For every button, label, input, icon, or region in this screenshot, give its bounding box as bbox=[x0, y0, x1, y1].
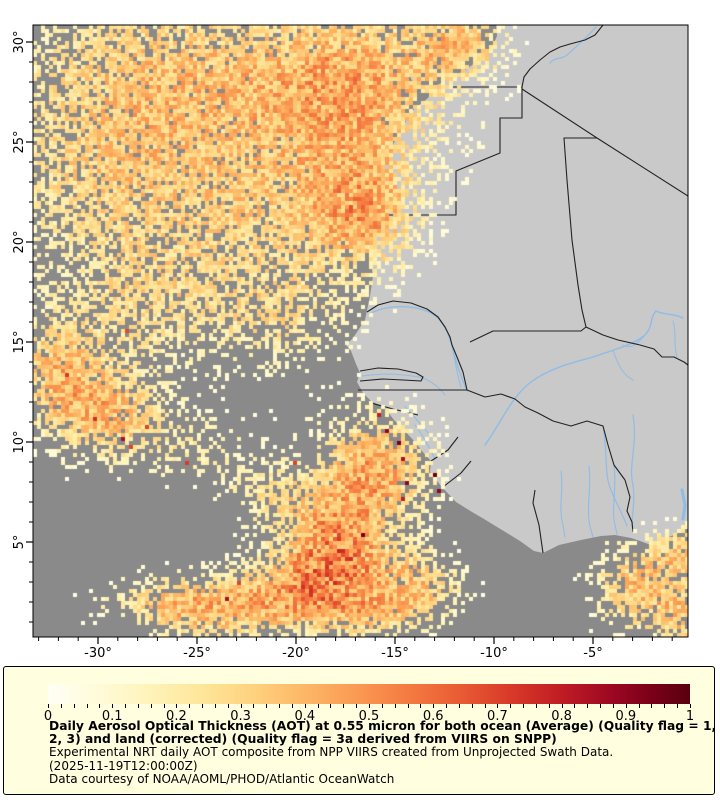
colorbar-tick bbox=[381, 704, 383, 708]
colorbar-tick bbox=[227, 704, 229, 708]
colorbar-tick bbox=[253, 704, 255, 708]
map-axes: 30° 25° 20° 15° 10° 5° -30° -25° -20° -15° -10° -5° bbox=[12, 24, 689, 661]
colorbar-tick bbox=[214, 704, 216, 708]
lon-tick-label: -20° bbox=[282, 646, 310, 661]
colorbar-tick-label: 0.2 bbox=[166, 709, 187, 724]
lon-tick-label: -25° bbox=[183, 646, 211, 661]
colorbar-tick-label: 0.9 bbox=[615, 709, 637, 724]
colorbar-tick bbox=[587, 704, 589, 708]
colorbar-tick bbox=[612, 704, 614, 708]
colorbar-tick-label: 0 bbox=[43, 709, 53, 724]
colorbar-tick-label: 0.7 bbox=[487, 709, 508, 724]
colorbar-tick-label: 0.5 bbox=[358, 709, 380, 724]
colorbar-tick bbox=[330, 704, 332, 708]
colorbar-tick bbox=[240, 704, 242, 708]
colorbar-tick bbox=[125, 704, 127, 708]
colorbar-tick bbox=[574, 704, 576, 708]
colorbar-tick bbox=[433, 704, 435, 708]
lat-tick-label: 15° bbox=[12, 330, 27, 353]
colorbar-tick bbox=[266, 704, 268, 708]
lat-tick-label: 30° bbox=[12, 30, 27, 53]
colorbar-tick bbox=[407, 704, 409, 708]
colorbar-tick bbox=[86, 704, 88, 708]
lat-tick-label: 5° bbox=[12, 535, 27, 550]
colorbar-tick bbox=[677, 704, 679, 708]
colorbar-tick bbox=[202, 704, 204, 708]
colorbar-tick bbox=[446, 704, 448, 708]
colorbar-tick bbox=[420, 704, 422, 708]
colorbar-tick bbox=[600, 704, 602, 708]
colorbar-tick bbox=[369, 704, 370, 708]
colorbar-tick bbox=[394, 704, 396, 708]
caption-title-line2: 2, 3) and land (corrected) (Quality flag… bbox=[49, 731, 557, 746]
colorbar-tick bbox=[510, 704, 512, 708]
lon-tick-label: -10° bbox=[480, 646, 508, 661]
colorbar-tick bbox=[189, 704, 191, 708]
lon-tick-label: -30° bbox=[84, 646, 112, 661]
colorbar-tick-label: 1 bbox=[685, 709, 695, 724]
colorbar-tick bbox=[150, 704, 152, 708]
caption-title-line1: Daily Aerosol Optical Thickness (AOT) at… bbox=[49, 719, 717, 733]
lat-tick-label: 10° bbox=[12, 430, 27, 453]
colorbar-tick bbox=[304, 704, 306, 708]
map-plot-area bbox=[33, 25, 688, 637]
colorbar-tick bbox=[651, 704, 653, 708]
colorbar-tick bbox=[471, 704, 473, 708]
colorbar-tick bbox=[561, 704, 563, 708]
colorbar-tick-label: 0.4 bbox=[294, 709, 316, 724]
colorbar-tick bbox=[523, 704, 525, 708]
colorbar-tick bbox=[99, 704, 101, 708]
caption-description: Experimental NRT daily AOT composite fro… bbox=[49, 745, 614, 760]
colorbar-tick bbox=[343, 704, 345, 708]
lat-tick-label: 25° bbox=[12, 130, 27, 153]
lon-tick-label: -15° bbox=[381, 646, 409, 661]
colorbar-tick bbox=[690, 704, 691, 708]
lat-tick-label: 20° bbox=[12, 230, 27, 253]
colorbar-tick bbox=[163, 704, 165, 708]
caption-credit: Data courtesy of NOAA/AOML/PHOD/Atlantic… bbox=[49, 772, 395, 787]
colorbar bbox=[48, 684, 690, 704]
colorbar-tick bbox=[317, 704, 319, 708]
colorbar-tick bbox=[48, 704, 49, 708]
colorbar-tick-label: 0.6 bbox=[422, 709, 444, 724]
map-frame bbox=[32, 24, 689, 638]
colorbar-tick bbox=[497, 704, 499, 708]
caption-timestamp: (2025-11-19T12:00:00Z) bbox=[49, 758, 198, 773]
colorbar-tick-label: 0.8 bbox=[551, 709, 572, 724]
colorbar-tick bbox=[291, 704, 293, 708]
colorbar-tick bbox=[73, 704, 75, 708]
colorbar-tick bbox=[535, 704, 537, 708]
lon-tick-label: -5° bbox=[583, 646, 602, 661]
colorbar-tick bbox=[458, 704, 460, 708]
colorbar-tick bbox=[625, 704, 627, 708]
colorbar-tick bbox=[664, 704, 666, 708]
aot-raster-layer bbox=[33, 25, 688, 637]
colorbar-tick bbox=[484, 704, 486, 708]
legend-box: 0 0.1 0.2 0.3 0.4 0.5 0.6 0.7 0.8 0.9 1 Daily Aero… bbox=[3, 666, 716, 795]
colorbar-tick bbox=[137, 704, 139, 708]
colorbar-tick bbox=[112, 704, 114, 708]
caption: Daily Aerosol Optical Thickness (AOT) at… bbox=[49, 720, 716, 786]
colorbar-tick bbox=[279, 704, 281, 708]
colorbar-tick bbox=[548, 704, 550, 708]
colorbar-tick bbox=[60, 704, 62, 708]
aot-map-figure: 30° 25° 20° 15° 10° 5° -30° -25° -20° -15° -10° -5° bbox=[12, 24, 689, 661]
colorbar-tick bbox=[638, 704, 640, 708]
colorbar-tick bbox=[176, 704, 178, 708]
colorbar-tick bbox=[356, 704, 358, 708]
colorbar-tick-label: 0.3 bbox=[230, 709, 251, 724]
colorbar-tick-label: 0.1 bbox=[101, 709, 123, 724]
